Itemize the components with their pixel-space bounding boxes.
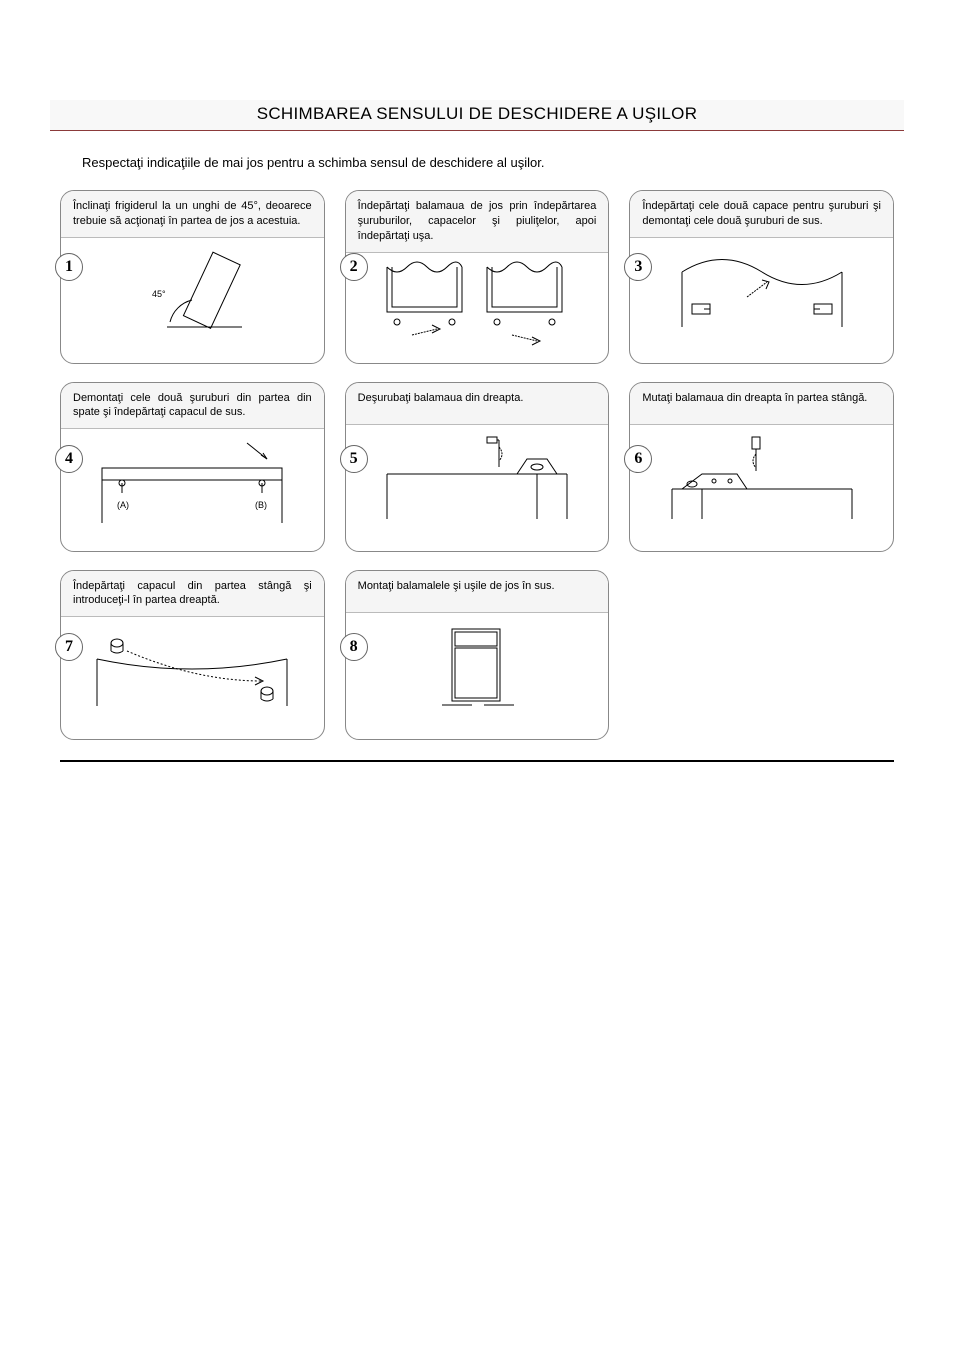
step-text: Înclinaţi frigiderul la un unghi de 45°,… (61, 191, 324, 238)
step-2: Îndepărtaţi balamaua de jos prin îndepăr… (345, 190, 610, 364)
label-a: (A) (117, 500, 129, 510)
step-number-badge: 7 (55, 633, 83, 661)
step-number-badge: 4 (55, 445, 83, 473)
step-number-badge: 1 (55, 253, 83, 281)
step-4: Demontaţi cele două şuruburi din partea … (60, 382, 325, 552)
step-6-diagram (630, 425, 893, 535)
step-number-badge: 5 (340, 445, 368, 473)
step-text: Demontaţi cele două şuruburi din partea … (61, 383, 324, 430)
step-number-badge: 6 (624, 445, 652, 473)
page-title: SCHIMBAREA SENSULUI DE DESCHIDERE A UŞIL… (50, 100, 904, 131)
step-3-diagram (630, 238, 893, 348)
divider (60, 760, 894, 762)
step-text: Mutaţi balamaua din dreapta în partea st… (630, 383, 893, 425)
step-1: Înclinaţi frigiderul la un unghi de 45°,… (60, 190, 325, 364)
step-8-diagram (346, 613, 609, 723)
label-b: (B) (255, 500, 267, 510)
step-2-diagram (346, 253, 609, 363)
step-8: Montaţi balamalele şi uşile de jos în su… (345, 570, 610, 740)
step-text: Deşurubaţi balamaua din dreapta. (346, 383, 609, 425)
angle-label: 45° (152, 289, 166, 299)
step-number-badge: 2 (340, 253, 368, 281)
step-4-diagram: (A) (B) (61, 429, 324, 539)
step-text: Îndepărtaţi cele două capace pentru şuru… (630, 191, 893, 238)
step-5: Deşurubaţi balamaua din dreapta. 5 (345, 382, 610, 552)
step-7-diagram (61, 617, 324, 727)
step-text: Îndepărtaţi balamaua de jos prin îndepăr… (346, 191, 609, 253)
step-text: Îndepărtaţi capacul din partea stângă şi… (61, 571, 324, 618)
step-3: Îndepărtaţi cele două capace pentru şuru… (629, 190, 894, 364)
steps-grid: Înclinaţi frigiderul la un unghi de 45°,… (50, 190, 904, 740)
step-1-diagram: 45° (61, 238, 324, 348)
step-5-diagram (346, 425, 609, 535)
step-number-badge: 8 (340, 633, 368, 661)
step-7: Îndepărtaţi capacul din partea stângă şi… (60, 570, 325, 740)
step-text: Montaţi balamalele şi uşile de jos în su… (346, 571, 609, 613)
step-6: Mutaţi balamaua din dreapta în partea st… (629, 382, 894, 552)
intro-text: Respectaţi indicaţiile de mai jos pentru… (82, 155, 904, 170)
